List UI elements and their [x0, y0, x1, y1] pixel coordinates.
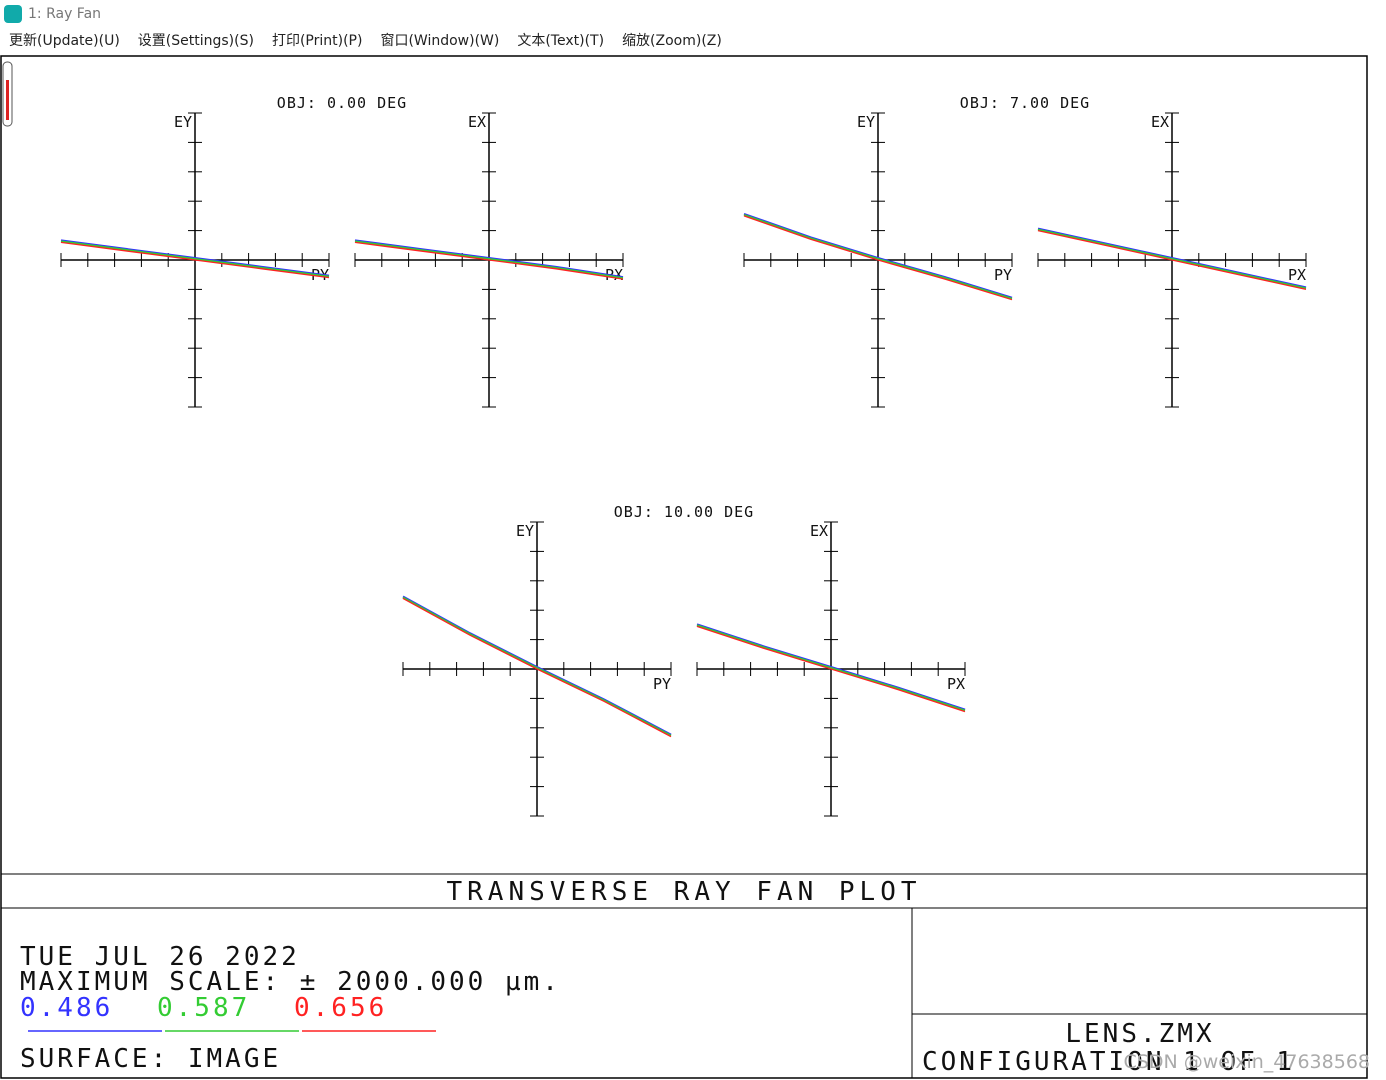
ray-fan-curve [402, 596, 672, 737]
ray-fan-curve [696, 624, 966, 712]
x-axis-label: PY [994, 266, 1012, 284]
x-axis-label: PX [947, 675, 965, 693]
wavelength-label: 0.587 [157, 993, 250, 1023]
configuration: CONFIGURATION 1 OF 1 [922, 1047, 1295, 1077]
menu-item[interactable]: 更新(Update)(U) [9, 33, 120, 49]
wavelength-label: 0.656 [294, 993, 387, 1023]
y-axis-label: EX [810, 522, 828, 540]
watermark: CSDN @weixin_47638568 [1124, 1051, 1371, 1073]
x-axis-label: PX [1288, 266, 1306, 284]
title-bar: 1: Ray Fan [0, 0, 1386, 28]
y-axis-label: EX [1151, 113, 1169, 131]
surface: SURFACE: IMAGE [20, 1044, 281, 1074]
window-title: 1: Ray Fan [28, 6, 102, 22]
field-title: OBJ: 7.00 DEG [960, 94, 1090, 112]
x-axis-label: PY [653, 675, 671, 693]
menu-item[interactable]: 设置(Settings)(S) [137, 33, 254, 49]
menu-item[interactable]: 缩放(Zoom)(Z) [622, 33, 722, 49]
field-title: OBJ: 10.00 DEG [614, 503, 754, 521]
ray-fan-curve [1037, 228, 1307, 290]
y-axis-label: EY [174, 113, 192, 131]
ray-fan-curve [743, 215, 1013, 301]
ray-fan-curve [696, 625, 966, 713]
scale: MAXIMUM SCALE: ± 2000.000 µm. [20, 967, 561, 997]
frame [0, 55, 1368, 1079]
field-title: OBJ: 0.00 DEG [277, 94, 407, 112]
file-name: LENS.ZMX [1065, 1019, 1214, 1049]
menu-item[interactable]: 窗口(Window)(W) [380, 33, 500, 49]
y-axis-label: EY [857, 113, 875, 131]
y-axis-label: EX [468, 113, 486, 131]
date: TUE JUL 26 2022 [20, 942, 300, 972]
ray-fan-curve [60, 241, 330, 279]
ray-fan-curve [354, 241, 624, 280]
menu-bar: 更新(Update)(U) 设置(Settings)(S) 打印(Print)(P)… [0, 30, 731, 52]
ray-fan-curve [402, 597, 672, 738]
app-icon [4, 5, 22, 23]
plot-title: TRANSVERSE RAY FAN PLOT [446, 877, 921, 907]
scroll-indicator [6, 80, 9, 120]
menu-item[interactable]: 打印(Print)(P) [271, 33, 363, 49]
ray-fan-curve [354, 240, 624, 280]
ray-fan-curve [60, 240, 330, 278]
wavelength-label: 0.486 [20, 993, 113, 1023]
y-axis-label: EY [516, 522, 534, 540]
ray-fan-curve [1037, 229, 1307, 291]
ray-fan-curve [743, 213, 1013, 300]
menu-item[interactable]: 文本(Text)(T) [517, 33, 605, 49]
